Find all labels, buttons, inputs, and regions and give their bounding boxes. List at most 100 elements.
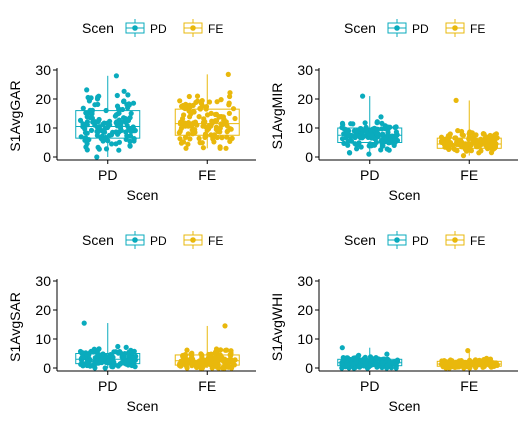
data-point [467,365,473,371]
data-point [111,349,117,355]
y-tick-label: 0 [305,360,313,376]
data-point [178,125,184,131]
data-point [196,114,202,120]
data-point [482,139,488,145]
legend-label-fe: FE [470,234,485,248]
data-point [119,360,125,366]
data-point [190,356,196,362]
data-point [127,143,133,149]
data-point [106,132,112,138]
y-tick-label: 20 [297,91,313,107]
data-point [118,119,124,125]
data-point [378,138,384,144]
data-point [130,124,136,130]
data-point [197,140,203,146]
data-point [102,365,108,371]
data-point [189,350,195,356]
data-point [450,142,456,148]
data-point [127,138,133,144]
data-point [486,142,492,148]
data-point [186,121,192,127]
data-point [187,136,193,142]
data-point [82,126,88,132]
data-point [357,126,363,132]
data-point [453,135,459,141]
data-point [223,359,229,366]
y-tick-label: 30 [35,273,51,289]
data-point [203,106,209,112]
data-point [80,350,86,356]
data-point [84,87,90,93]
data-point [197,105,203,112]
data-point [227,93,233,100]
data-point [124,102,130,108]
data-point [122,116,129,122]
legend-label-pd: PD [150,234,167,248]
y-tick-label: 30 [297,273,313,289]
data-point [388,139,394,145]
data-point [199,98,205,104]
legend-label-fe: FE [470,22,485,36]
data-point [380,360,386,366]
data-point [339,361,345,367]
data-point [340,122,346,128]
points-fe [438,348,500,371]
legend-key-point [452,237,458,243]
data-point [481,357,487,363]
legend-label-pd: PD [150,22,167,36]
legend-key-fe: FE [445,19,485,37]
data-point [438,134,445,140]
data-point [219,135,225,141]
x-tick-label-fe: FE [460,378,478,394]
data-point [226,102,232,108]
legend-key-point [190,25,196,31]
data-point [177,136,183,142]
data-point [384,351,390,357]
data-point [125,362,131,368]
data-point [224,134,230,140]
data-point [181,105,187,111]
data-point [190,109,196,115]
data-point [88,127,95,133]
data-point [108,353,114,359]
data-point [84,147,90,153]
x-axis-title: Scen [127,187,159,203]
data-point [229,365,235,371]
data-point [96,360,102,366]
data-point [109,141,115,147]
data-point [96,146,102,152]
y-tick-label: 0 [43,149,51,165]
x-axis-title: Scen [389,187,421,203]
y-axis-title: S1AvgSAR [7,292,23,362]
data-point [228,353,234,359]
legend-key-fe: FE [183,231,223,249]
data-point [92,102,98,108]
data-point [84,114,90,120]
data-point [353,142,359,148]
data-point [446,143,452,149]
y-tick-label: 20 [35,91,51,107]
data-point [465,141,471,147]
data-point [199,358,205,364]
data-point [350,361,356,367]
data-point [116,147,122,153]
x-axis-title: Scen [127,398,159,414]
data-point [465,348,471,354]
data-point [379,364,385,371]
points-pd [339,93,401,157]
data-point [494,361,500,368]
legend: Scen PD FE [344,19,485,37]
data-point [187,114,193,120]
data-point [476,150,482,156]
data-point [204,127,210,133]
data-point [105,138,111,144]
data-point [118,127,124,134]
data-point [384,362,390,369]
legend-key-fe: FE [445,231,485,249]
data-point [366,151,372,157]
legend-key-pd: PD [125,19,167,37]
data-point [393,365,399,371]
data-point [180,116,186,122]
data-point [373,139,379,145]
legend-title: Scen [344,232,376,248]
